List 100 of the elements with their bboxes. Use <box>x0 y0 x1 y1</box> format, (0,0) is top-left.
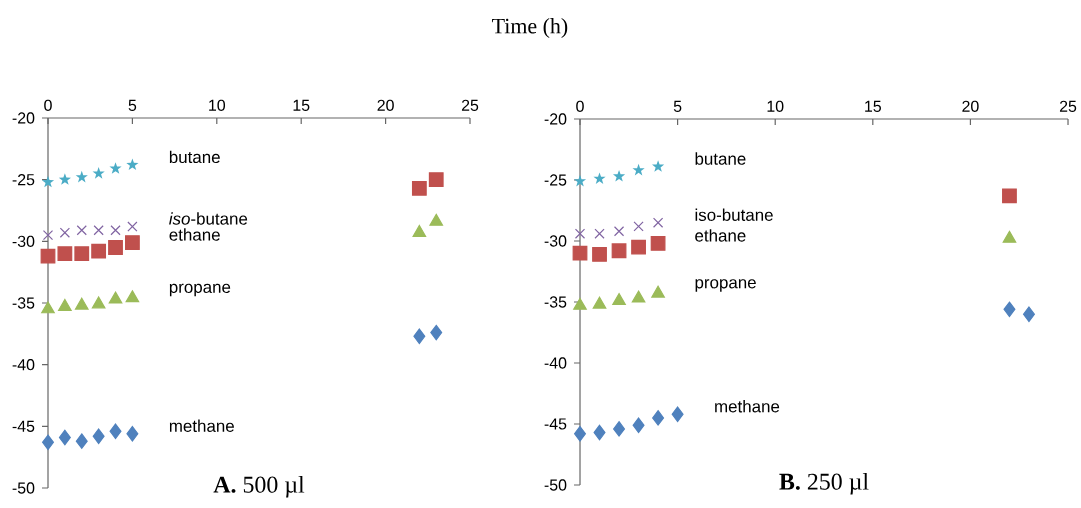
point <box>75 433 88 449</box>
y-tick-label: -20 <box>12 112 35 124</box>
y-tick-label: -25 <box>544 174 567 186</box>
point <box>631 290 646 303</box>
point <box>58 429 71 446</box>
point <box>76 225 87 236</box>
x-tick-label: 10 <box>209 99 226 111</box>
point <box>59 227 71 238</box>
point <box>613 421 626 437</box>
point <box>671 406 684 423</box>
point <box>631 239 646 255</box>
point <box>41 301 55 314</box>
y-tick-label: -35 <box>544 296 567 308</box>
series-label: butane <box>695 152 746 165</box>
point <box>413 328 426 345</box>
point <box>429 213 444 226</box>
x-axis-title: Time (h) <box>492 18 568 38</box>
point <box>428 172 444 188</box>
point <box>92 428 105 444</box>
point <box>652 217 664 228</box>
y-tick-label: -50 <box>12 482 35 494</box>
x-tick-label: 5 <box>128 99 137 111</box>
point <box>57 246 73 262</box>
point <box>41 175 55 188</box>
point <box>592 247 607 262</box>
point <box>1002 188 1017 204</box>
point <box>125 235 140 250</box>
point <box>612 169 626 182</box>
point <box>74 246 90 262</box>
point <box>110 225 121 236</box>
point <box>40 248 56 264</box>
point <box>632 163 645 176</box>
x-tick-label: 25 <box>461 99 479 111</box>
series-label: ethane <box>169 228 220 241</box>
y-tick-label: -40 <box>12 359 35 371</box>
x-tick-label: 0 <box>44 99 52 111</box>
y-tick-label: -20 <box>544 113 567 125</box>
point <box>108 291 123 304</box>
point <box>108 240 123 255</box>
series-label: butane <box>169 150 220 164</box>
point <box>75 170 88 183</box>
point <box>593 424 606 441</box>
point <box>593 172 606 184</box>
point <box>93 225 104 236</box>
point <box>574 228 586 239</box>
y-tick-label: -45 <box>544 418 567 430</box>
point <box>411 180 427 196</box>
point <box>430 324 443 341</box>
point <box>1003 301 1016 318</box>
point <box>91 296 106 309</box>
text: B. 250 µl <box>779 472 869 495</box>
point <box>651 285 665 298</box>
x-tick-label: 15 <box>293 99 310 111</box>
y-tick-label: -45 <box>12 420 35 432</box>
x-tick-label: 10 <box>767 100 784 112</box>
y-tick-label: -50 <box>544 479 567 491</box>
point <box>412 224 427 237</box>
point <box>58 173 71 185</box>
point <box>652 410 665 426</box>
point <box>611 243 627 259</box>
point <box>58 298 72 311</box>
x-tick-label: 15 <box>865 100 881 112</box>
y-tick-label: -25 <box>12 174 35 186</box>
point <box>126 158 139 171</box>
point <box>1002 230 1017 243</box>
series-label: propane <box>695 279 756 292</box>
point <box>633 221 644 232</box>
point <box>74 297 89 310</box>
point <box>92 167 105 179</box>
point <box>612 292 626 305</box>
y-tick-label: -30 <box>544 235 567 247</box>
point <box>573 297 587 310</box>
point <box>632 417 645 434</box>
point <box>650 236 666 251</box>
series-label: ethane <box>695 229 746 242</box>
point <box>592 296 607 309</box>
point <box>125 290 140 303</box>
point <box>573 174 587 187</box>
x-tick-label: 25 <box>1059 100 1077 112</box>
point <box>572 245 588 261</box>
point <box>42 230 54 241</box>
x-tick-label: 20 <box>377 99 394 111</box>
series-label: iso-butane <box>169 212 248 225</box>
x-tick-label: 5 <box>673 100 682 112</box>
text: A. 500 µl <box>213 475 305 498</box>
point <box>126 425 139 442</box>
series-label: methane <box>715 400 780 413</box>
point <box>613 226 625 237</box>
series-label: methane <box>169 419 234 432</box>
point <box>109 423 122 440</box>
x-tick-label: 0 <box>576 100 584 112</box>
point <box>574 425 587 442</box>
point <box>594 228 605 239</box>
point <box>91 243 107 259</box>
point <box>109 162 122 174</box>
y-tick-label: -40 <box>544 357 567 369</box>
point <box>652 160 665 172</box>
point <box>1022 306 1035 322</box>
y-tick-label: -30 <box>12 235 35 247</box>
series-label: iso-butane <box>695 208 773 221</box>
